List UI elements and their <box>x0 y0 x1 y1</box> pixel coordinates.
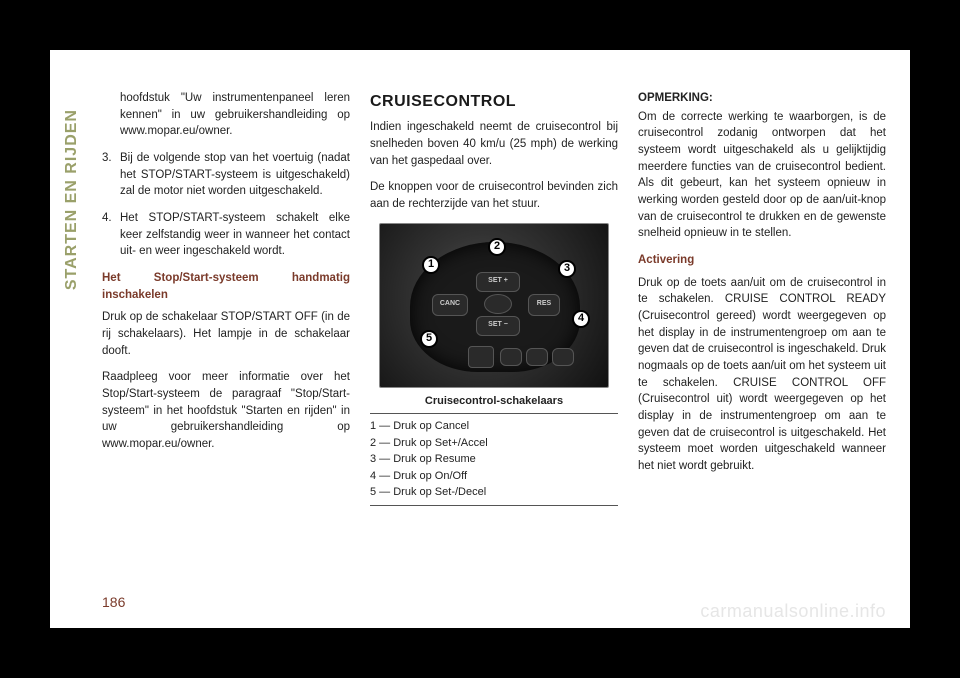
body-text: Druk op de schakelaar STOP/START OFF (in… <box>102 309 350 359</box>
figure-wrap: CANC SET + SET − RES 1 2 3 4 5 <box>370 223 618 506</box>
list-text: Bij de volgende stop van het voertuig (n… <box>120 150 350 200</box>
list-number: 4. <box>102 210 120 260</box>
watermark: carmanualsonline.info <box>700 601 886 622</box>
content-columns: hoofdstuk "Uw instrumentenpaneel leren k… <box>102 90 886 578</box>
button-set-minus: SET − <box>476 316 520 336</box>
section-tab-text: STARTEN EN RIJDEN <box>63 109 81 290</box>
subheading-activering: Activering <box>638 252 886 269</box>
list-number: 3. <box>102 150 120 200</box>
body-text: Raadpleeg voor meer informatie over het … <box>102 369 350 452</box>
legend-row: 3 — Druk op Resume <box>370 451 618 468</box>
aux-icon <box>500 348 522 366</box>
button-onoff-icon <box>484 294 512 314</box>
figure-caption: Cruisecontrol-schakelaars <box>370 394 618 410</box>
body-text: Indien ingeschakeld neemt de cruisecontr… <box>370 119 618 169</box>
legend-row: 2 — Druk op Set+/Accel <box>370 435 618 452</box>
callout-3: 3 <box>558 260 576 278</box>
heading-cruisecontrol: CRUISECONTROL <box>370 90 618 113</box>
continuation-text: hoofdstuk "Uw instrumentenpaneel leren k… <box>102 90 350 140</box>
callout-2: 2 <box>488 238 506 256</box>
aux-icon <box>468 346 494 368</box>
column-1: hoofdstuk "Uw instrumentenpaneel leren k… <box>102 90 350 578</box>
body-text: De knoppen voor de cruisecontrol bevinde… <box>370 179 618 212</box>
list-text: Het STOP/START-systeem schakelt elke kee… <box>120 210 350 260</box>
list-item-4: 4. Het STOP/START-systeem schakelt elke … <box>102 210 350 260</box>
column-2: CRUISECONTROL Indien ingeschakeld neemt … <box>370 90 618 578</box>
aux-icon <box>526 348 548 366</box>
list-item-3: 3. Bij de volgende stop van het voertuig… <box>102 150 350 200</box>
callout-4: 4 <box>572 310 590 328</box>
body-text: Druk op de toets aan/uit om de cruisecon… <box>638 275 886 475</box>
subheading-stopstart: Het Stop/Start-systeem handmatig inschak… <box>102 270 350 303</box>
body-text: Om de correcte werking te waarborgen, is… <box>638 109 886 242</box>
column-3: OPMERKING: Om de correcte werking te waa… <box>638 90 886 578</box>
cruise-control-figure: CANC SET + SET − RES 1 2 3 4 5 <box>379 223 609 388</box>
callout-5: 5 <box>420 330 438 348</box>
page-number: 186 <box>102 594 125 610</box>
manual-page: STARTEN EN RIJDEN hoofdstuk "Uw instrume… <box>50 50 910 628</box>
button-set-plus: SET + <box>476 272 520 292</box>
legend-row: 1 — Druk op Cancel <box>370 418 618 435</box>
legend-row: 5 — Druk op Set-/Decel <box>370 484 618 501</box>
section-tab: STARTEN EN RIJDEN <box>60 90 84 290</box>
callout-1: 1 <box>422 256 440 274</box>
button-canc: CANC <box>432 294 468 316</box>
button-res: RES <box>528 294 560 316</box>
legend-row: 4 — Druk op On/Off <box>370 468 618 485</box>
aux-icon <box>552 348 574 366</box>
figure-legend: 1 — Druk op Cancel 2 — Druk op Set+/Acce… <box>370 413 618 506</box>
note-heading: OPMERKING: <box>638 90 886 107</box>
